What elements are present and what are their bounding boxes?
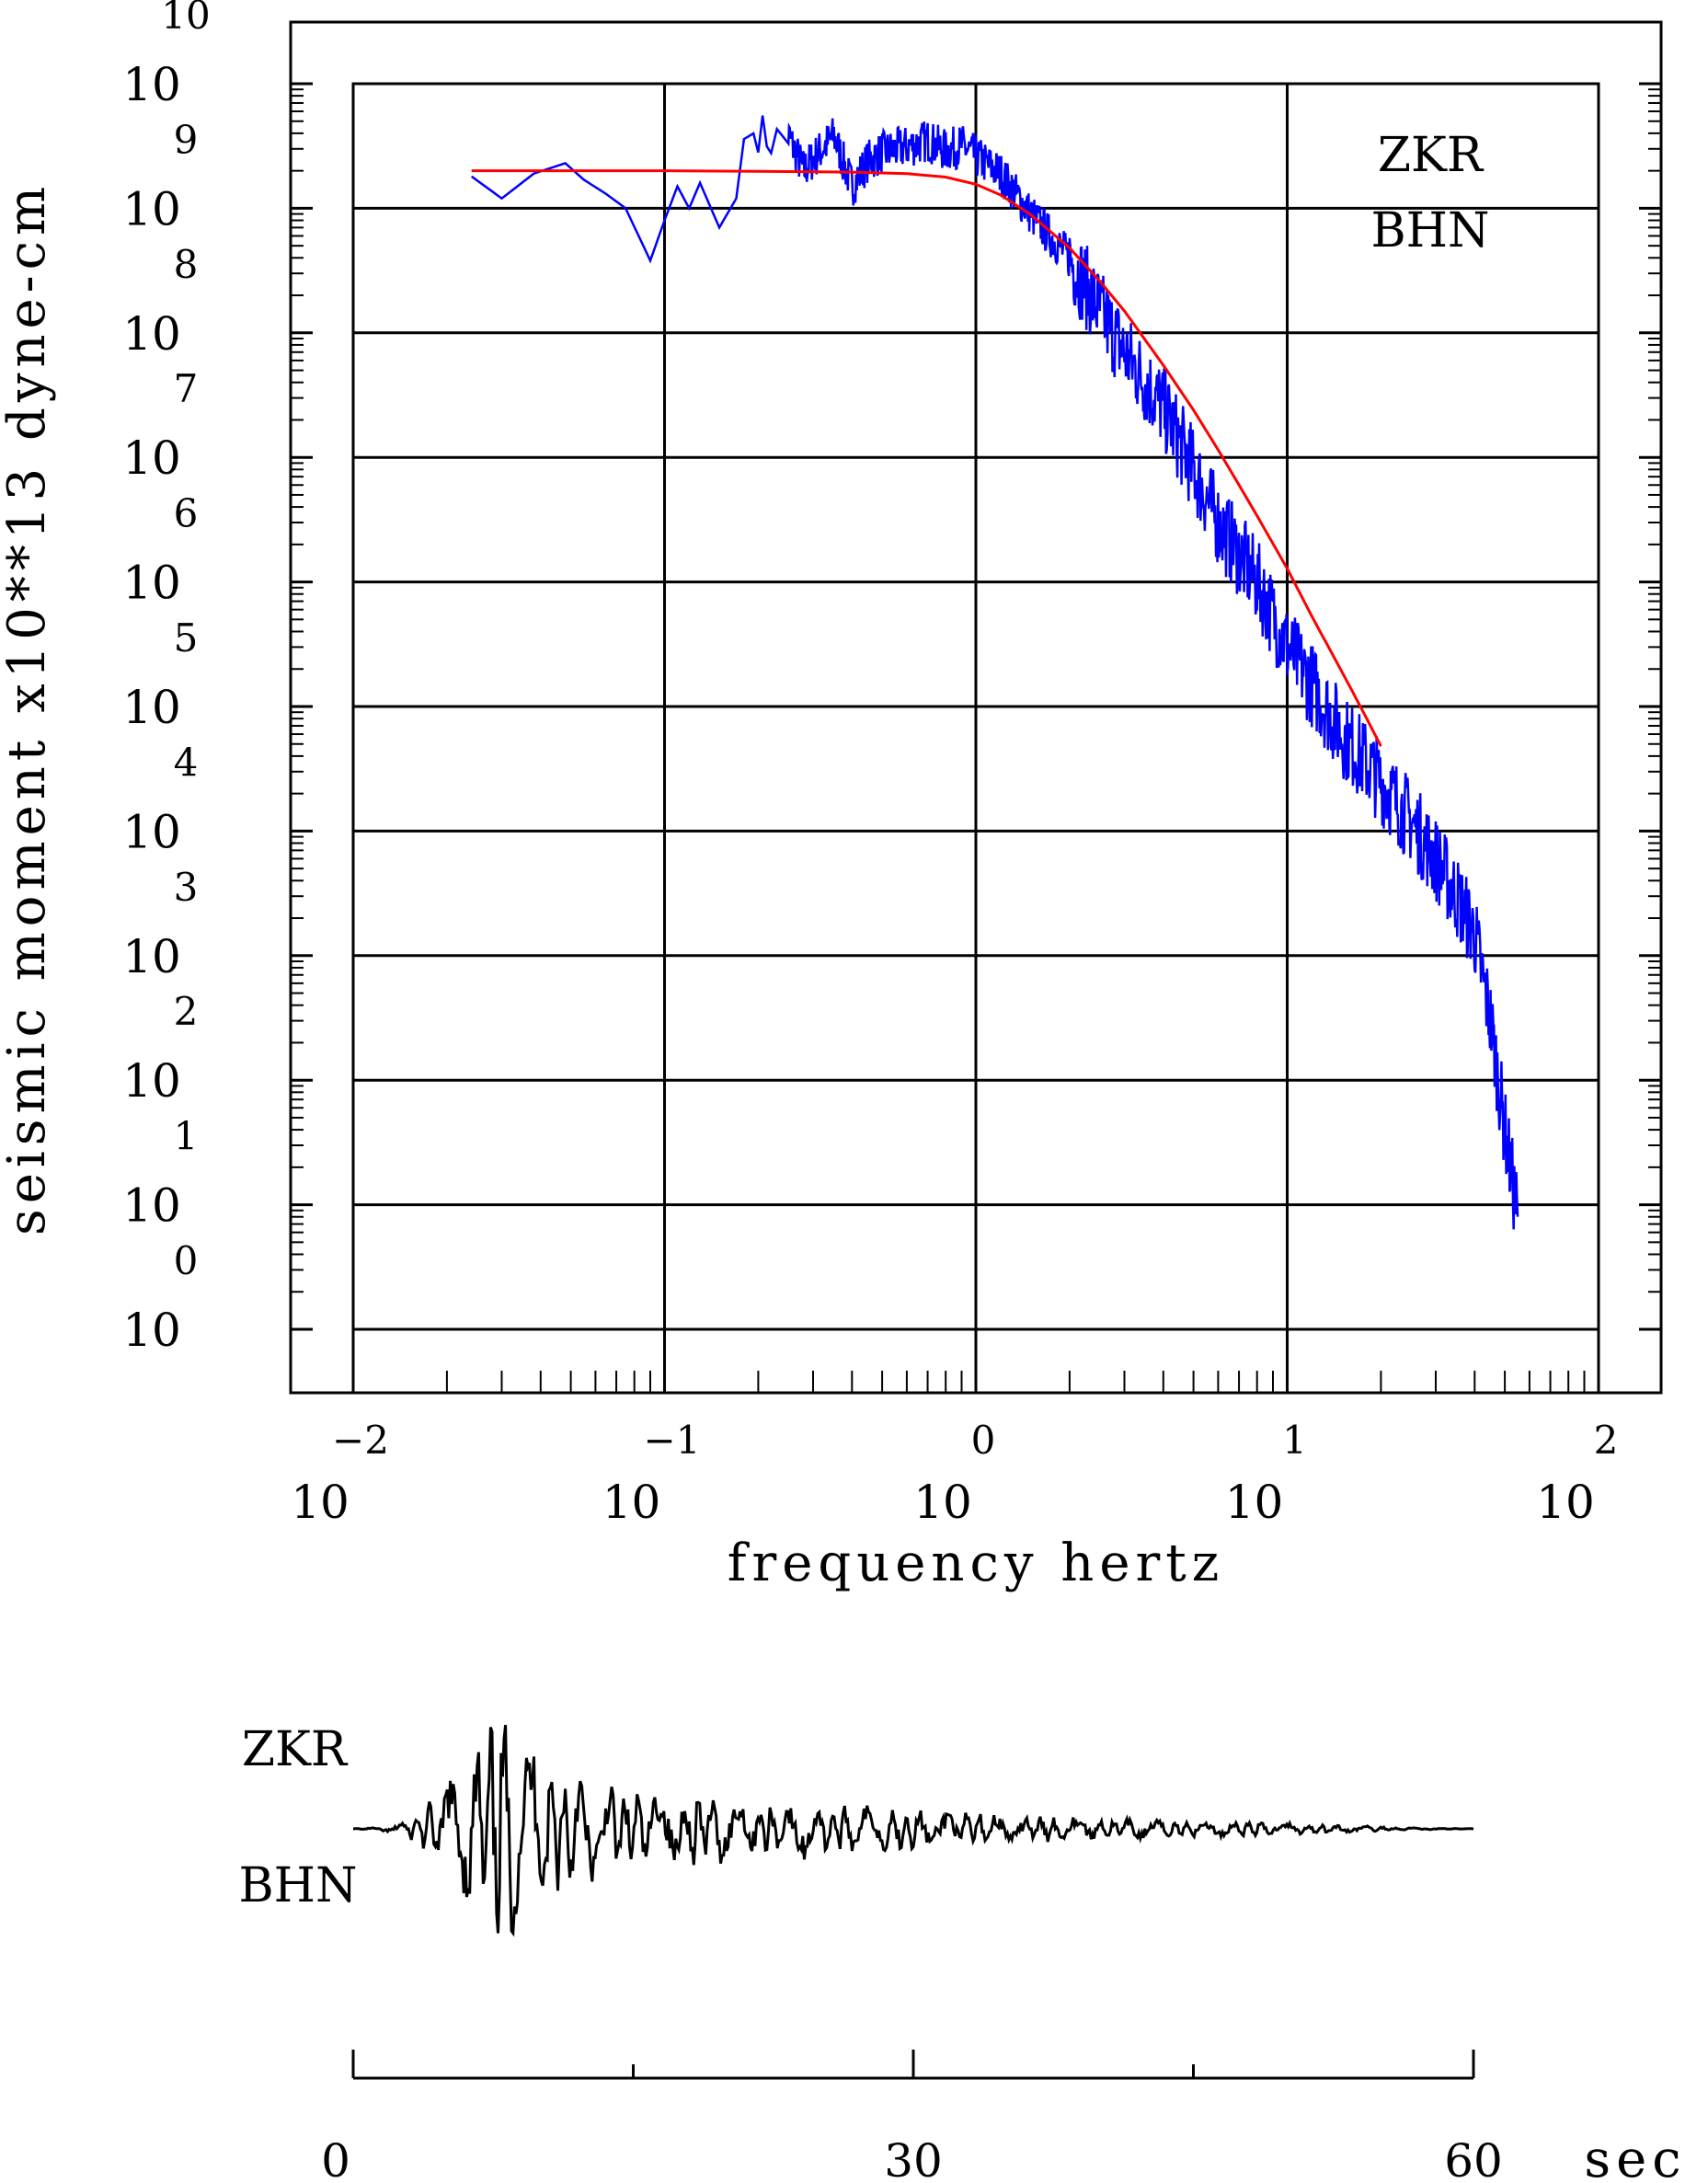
spectrum-series (470, 115, 1519, 1230)
y-tick-base: 10 (122, 1054, 181, 1108)
y-tick-exponent: 5 (174, 615, 199, 661)
seismogram-plot: ZKR BHN 0 30 60 sec (238, 1722, 1686, 2183)
time-tick-label-0: 0 (321, 2134, 350, 2178)
y-tick-exponent: 3 (174, 865, 199, 910)
y-tick-exponent: 2 (174, 989, 199, 1034)
y-tick-exponent: 1 (174, 1114, 199, 1159)
time-tick-label-60: 60 (1444, 2134, 1503, 2178)
y-tick-exponent: 7 (174, 366, 199, 411)
observed-spectrum-line (470, 115, 1519, 1230)
seismogram-channel-code: BHN (238, 1858, 357, 1913)
y-tick-base: 10 (122, 431, 181, 485)
seismogram-line (352, 1724, 1474, 1937)
y-tick-exponent: 10 (161, 0, 210, 38)
time-tick-label-30: 30 (884, 2134, 943, 2178)
y-tick-base: 10 (122, 307, 181, 361)
x-tick-base: 10 (1225, 1476, 1284, 1529)
y-tick-base: 10 (122, 1304, 181, 1357)
x-tick-base: 10 (913, 1476, 972, 1529)
x-tick-base: 10 (602, 1476, 661, 1529)
x-tick-base: 10 (291, 1476, 350, 1529)
y-tick-base: 10 (122, 930, 181, 983)
y-axis-label: seismic moment x10**13 dyne-cm (0, 181, 57, 1235)
y-tick-exponent: 4 (174, 740, 199, 785)
x-tick-exponent: 0 (971, 1418, 996, 1463)
y-tick-base: 10 (122, 58, 181, 111)
y-tick-base: 10 (122, 182, 181, 236)
minor-ticks (291, 82, 1661, 1393)
y-tick-exponent: 8 (174, 242, 199, 287)
x-axis-label: frequency hertz (728, 1534, 1225, 1593)
y-tick-exponent: 6 (174, 491, 199, 536)
y-tick-base: 10 (122, 805, 181, 858)
x-tick-exponent: −2 (332, 1418, 389, 1463)
y-tick-labels: 10 0 10 1 10 2 10 3 10 4 10 5 10 6 10 7 10 8 10 9 10 10 (122, 0, 211, 1357)
x-tick-exponent: −1 (644, 1418, 701, 1463)
x-tick-base: 10 (1536, 1476, 1595, 1529)
seismogram-trace (352, 1724, 1474, 1937)
grid (353, 84, 1599, 1329)
channel-code: BHN (1370, 203, 1489, 259)
y-tick-base: 10 (122, 1179, 181, 1233)
time-ticks (351, 2050, 1475, 2078)
y-tick-exponent: 9 (174, 117, 199, 162)
x-tick-exponent: 1 (1282, 1418, 1307, 1463)
y-tick-base: 10 (122, 681, 181, 734)
y-tick-exponent: 0 (174, 1238, 199, 1283)
x-tick-exponent: 2 (1594, 1418, 1619, 1463)
model-fit-line (471, 169, 1382, 747)
x-tick-labels: −2 10 −1 10 0 10 1 10 2 10 (291, 1418, 1618, 1529)
time-axis-label: sec (1584, 2130, 1686, 2178)
y-tick-base: 10 (122, 557, 181, 610)
station-code: ZKR (1378, 128, 1484, 183)
seismogram-station-code: ZKR (242, 1722, 349, 1777)
